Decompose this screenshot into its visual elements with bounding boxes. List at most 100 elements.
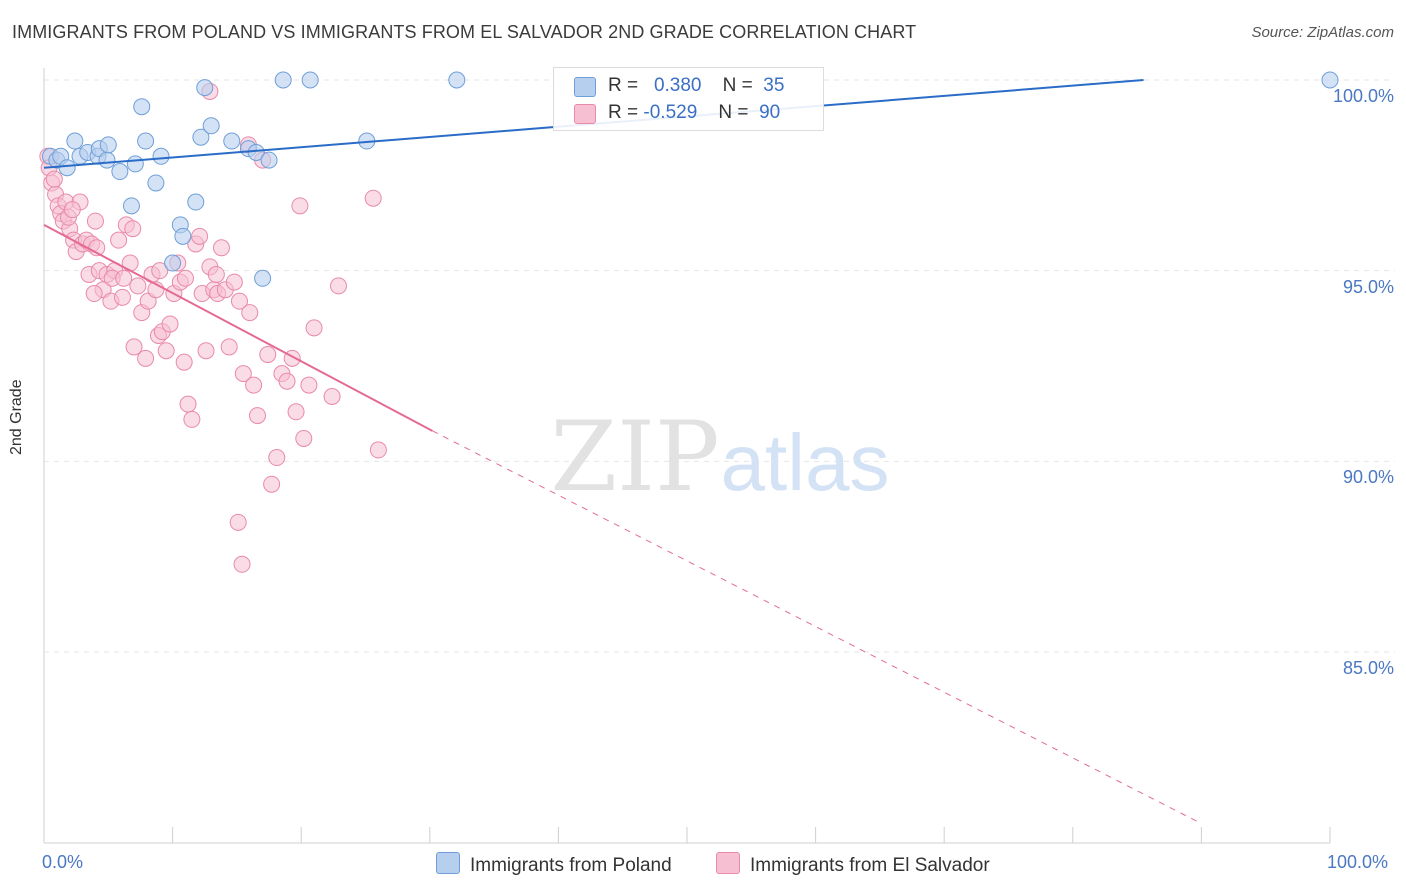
point-el-salvador — [287, 403, 305, 421]
point-el-salvador — [197, 342, 215, 360]
point-el-salvador — [229, 513, 247, 531]
point-el-salvador — [151, 262, 169, 280]
point-el-salvador — [364, 189, 382, 207]
point-el-salvador — [248, 407, 266, 425]
point-el-salvador — [295, 429, 313, 447]
point-poland — [254, 269, 272, 287]
point-poland — [111, 163, 129, 181]
point-poland — [223, 132, 241, 150]
point-el-salvador — [129, 277, 147, 295]
point-poland — [192, 128, 210, 146]
series-poland — [41, 71, 1339, 287]
poland-swatch — [574, 77, 596, 97]
point-el-salvador — [233, 555, 251, 573]
stats-legend: R = 0.380 N = 35 R = -0.529 N = 90 — [553, 67, 824, 131]
point-poland — [301, 71, 319, 89]
point-poland — [66, 132, 84, 150]
point-el-salvador — [300, 376, 318, 394]
salvador-swatch — [574, 104, 596, 124]
chart-title: IMMIGRANTS FROM POLAND VS IMMIGRANTS FRO… — [12, 22, 917, 42]
point-el-salvador — [161, 315, 179, 333]
point-el-salvador — [179, 395, 197, 413]
point-poland — [99, 136, 117, 154]
point-poland — [122, 197, 140, 215]
source-label: Source: ZipAtlas.com — [1251, 24, 1394, 41]
poland-n-value: 35 — [763, 75, 785, 96]
point-el-salvador — [241, 304, 259, 322]
y-tick-label: 90.0% — [1342, 467, 1394, 488]
point-poland — [247, 143, 265, 161]
point-poland — [164, 254, 182, 272]
legend-salvador-label: Immigrants from El Salvador — [750, 855, 990, 876]
point-poland — [58, 159, 76, 177]
poland-n-label: N = — [722, 75, 753, 96]
watermark: ZIP atlas — [550, 401, 889, 513]
point-el-salvador — [110, 231, 128, 249]
point-poland — [260, 151, 278, 169]
point-el-salvador — [175, 353, 193, 371]
salvador-r-label: R = — [608, 102, 639, 123]
point-poland — [187, 193, 205, 211]
point-poland — [448, 71, 466, 89]
point-poland — [196, 79, 214, 97]
point-el-salvador — [191, 227, 209, 245]
point-el-salvador — [63, 201, 81, 219]
point-el-salvador — [220, 338, 238, 356]
point-el-salvador — [207, 265, 225, 283]
point-el-salvador — [278, 372, 296, 390]
point-poland — [147, 174, 165, 192]
point-el-salvador — [225, 273, 243, 291]
point-el-salvador — [259, 346, 277, 364]
legend-item-salvador[interactable]: Immigrants from El Salvador — [716, 852, 990, 877]
salvador-r-value: -0.529 — [643, 102, 698, 123]
legend-poland-swatch — [436, 852, 460, 874]
point-poland — [126, 155, 144, 173]
x-tick-label-min: 0.0% — [42, 852, 84, 872]
poland-r-label: R = — [608, 75, 639, 96]
point-poland — [98, 151, 116, 169]
y-tick-label: 100.0% — [1332, 86, 1394, 106]
point-el-salvador — [245, 376, 263, 394]
point-el-salvador — [124, 220, 142, 238]
watermark-atlas: atlas — [721, 418, 890, 507]
point-poland — [202, 117, 220, 135]
point-el-salvador — [234, 365, 252, 383]
x-tick-label-max: 100.0% — [1327, 852, 1389, 872]
point-el-salvador — [212, 239, 230, 257]
point-el-salvador — [305, 319, 323, 337]
point-el-salvador — [329, 277, 347, 295]
point-el-salvador — [85, 285, 103, 303]
point-el-salvador — [157, 342, 175, 360]
point-el-salvador — [137, 349, 155, 367]
point-el-salvador — [86, 212, 104, 230]
salvador-n-value: 90 — [759, 102, 781, 123]
series-el-salvador — [39, 82, 387, 573]
point-el-salvador — [323, 388, 341, 406]
y-tick-label: 95.0% — [1342, 276, 1394, 297]
axes — [43, 68, 1331, 844]
point-poland — [1321, 71, 1339, 89]
legend-poland-label: Immigrants from Poland — [470, 855, 672, 876]
point-el-salvador — [230, 292, 248, 310]
y-tick-label: 85.0% — [1342, 658, 1394, 678]
salvador-n-label: N = — [718, 102, 749, 123]
point-el-salvador — [45, 170, 63, 188]
point-el-salvador — [113, 288, 131, 306]
point-el-salvador — [115, 269, 133, 287]
point-el-salvador — [263, 475, 281, 493]
point-el-salvador — [183, 410, 201, 428]
point-el-salvador — [125, 338, 143, 356]
y-axis-label: 2nd Grade — [8, 379, 25, 455]
trend-line-el-salvador — [43, 224, 433, 432]
poland-r-value: 0.380 — [653, 75, 702, 96]
point-poland — [152, 147, 170, 165]
legend-salvador-swatch — [716, 852, 740, 874]
point-el-salvador — [176, 269, 194, 287]
point-poland — [274, 71, 292, 89]
point-el-salvador — [268, 449, 286, 467]
point-poland — [133, 98, 151, 116]
legend-item-poland[interactable]: Immigrants from Poland — [436, 852, 672, 877]
point-el-salvador — [291, 197, 309, 215]
watermark-zip: ZIP — [550, 401, 719, 513]
